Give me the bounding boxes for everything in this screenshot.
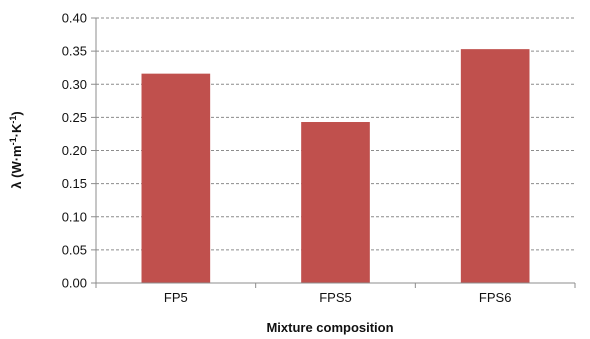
y-axis-title-mid: ·K [9,123,24,137]
bars [141,49,530,284]
y-tick-label: 0.10 [62,209,87,224]
y-tick-label: 0.15 [62,176,87,191]
x-tick-label: FPS5 [319,290,352,305]
y-axis-title: λ (W·m-1·K-1) [8,111,24,188]
y-axis-title-suffix: ) [9,111,24,115]
x-tick-label: FPS6 [479,290,512,305]
y-tick-label: 0.00 [62,276,87,291]
y-tick-label: 0.25 [62,110,87,125]
x-tick-labels: FP5 FPS5 FPS6 [164,290,512,305]
y-tick-label: 0.20 [62,143,87,158]
y-axis-title-exponent-1: -1 [8,137,18,145]
y-tick-label: 0.05 [62,242,87,257]
bar-fp5 [141,73,211,284]
x-axis-title: Mixture composition [266,320,393,335]
y-tick-label: 0.35 [62,44,87,59]
bar-fps6 [460,49,530,284]
y-axis-title-prefix: λ (W·m [9,145,24,188]
y-tick-label: 0.30 [62,77,87,92]
axes [91,17,576,288]
y-tick-label: 0.40 [62,11,87,26]
y-axis-title-exponent-2: -1 [8,116,18,124]
y-tick-labels: 0.00 0.05 0.10 0.15 0.20 0.25 0.30 0.35 0.40 [62,11,87,291]
x-tick-label: FP5 [164,290,188,305]
bar-fps5 [301,122,370,283]
